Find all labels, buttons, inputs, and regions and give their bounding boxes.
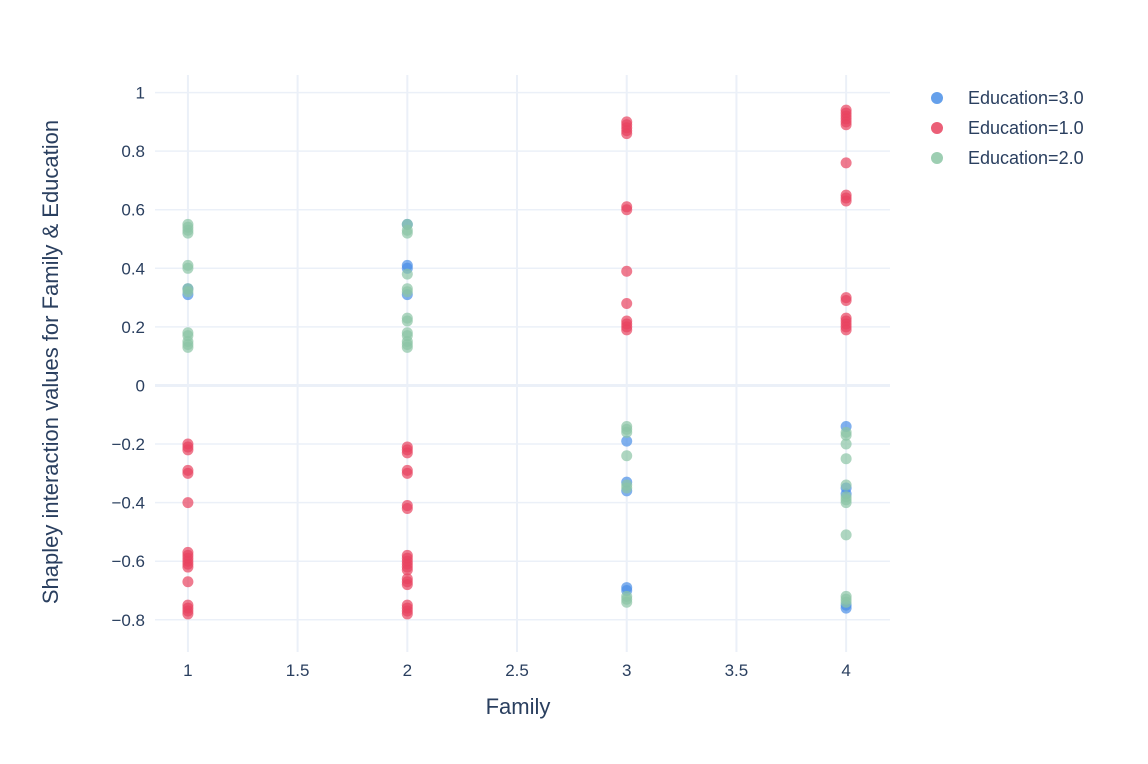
y-tick-label: 0 — [136, 376, 145, 395]
data-point[interactable] — [840, 497, 852, 509]
x-tick-label: 1 — [183, 661, 192, 680]
legend-item[interactable]: Education=2.0 — [931, 148, 1084, 168]
data-point[interactable] — [840, 429, 852, 441]
data-point[interactable] — [840, 157, 852, 169]
data-point[interactable] — [401, 564, 413, 576]
data-point[interactable] — [182, 341, 194, 353]
x-tick-label: 4 — [841, 661, 850, 680]
data-point[interactable] — [182, 497, 194, 509]
y-tick-label: 0.8 — [121, 142, 145, 161]
data-point[interactable] — [621, 128, 633, 140]
y-tick-label: 1 — [136, 84, 145, 103]
data-point[interactable] — [840, 438, 852, 450]
y-axis-title: Shapley interaction values for Family & … — [38, 120, 63, 604]
data-point[interactable] — [182, 262, 194, 274]
data-point[interactable] — [182, 608, 194, 620]
x-axis-ticks: 1 1.5 2 2.5 3 3.5 4 — [183, 661, 851, 680]
data-point[interactable] — [621, 596, 633, 608]
data-points — [182, 104, 852, 620]
y-tick-label: −0.2 — [111, 435, 145, 454]
legend-label: Education=2.0 — [968, 148, 1084, 168]
data-point[interactable] — [621, 435, 633, 447]
grid — [155, 75, 890, 652]
legend[interactable]: Education=3.0 Education=1.0 Education=2.0 — [931, 88, 1084, 168]
data-point[interactable] — [401, 608, 413, 620]
x-tick-label: 1.5 — [286, 661, 310, 680]
legend-marker — [931, 92, 943, 104]
data-point[interactable] — [621, 324, 633, 336]
data-point[interactable] — [401, 579, 413, 591]
data-point[interactable] — [840, 195, 852, 207]
x-tick-label: 3 — [622, 661, 631, 680]
data-point[interactable] — [840, 596, 852, 608]
data-point[interactable] — [621, 265, 633, 277]
series-2 — [182, 104, 852, 620]
legend-item[interactable]: Education=3.0 — [931, 88, 1084, 108]
data-point[interactable] — [401, 268, 413, 280]
data-point[interactable] — [621, 297, 633, 309]
data-point[interactable] — [401, 447, 413, 459]
data-point[interactable] — [182, 467, 194, 479]
y-tick-label: −0.6 — [111, 552, 145, 571]
data-point[interactable] — [621, 204, 633, 216]
legend-label: Education=1.0 — [968, 118, 1084, 138]
x-tick-label: 2.5 — [505, 661, 529, 680]
data-point[interactable] — [840, 529, 852, 541]
data-point[interactable] — [840, 295, 852, 307]
data-point[interactable] — [182, 286, 194, 298]
y-tick-label: −0.4 — [111, 494, 145, 513]
data-point[interactable] — [401, 286, 413, 298]
legend-item[interactable]: Education=1.0 — [931, 118, 1084, 138]
data-point[interactable] — [840, 453, 852, 465]
data-point[interactable] — [621, 482, 633, 494]
data-point[interactable] — [840, 119, 852, 131]
y-tick-label: 0.4 — [121, 259, 145, 278]
x-tick-label: 3.5 — [725, 661, 749, 680]
data-point[interactable] — [401, 467, 413, 479]
x-axis-title: Family — [486, 694, 551, 719]
data-point[interactable] — [840, 479, 852, 491]
y-tick-label: −0.8 — [111, 611, 145, 630]
data-point[interactable] — [401, 227, 413, 239]
data-point[interactable] — [401, 502, 413, 514]
data-point[interactable] — [401, 341, 413, 353]
data-point[interactable] — [621, 426, 633, 438]
series-3 — [182, 218, 852, 608]
x-tick-label: 2 — [403, 661, 412, 680]
data-point[interactable] — [182, 227, 194, 239]
legend-marker — [931, 122, 943, 134]
legend-marker — [931, 152, 943, 164]
data-point[interactable] — [182, 444, 194, 456]
data-point[interactable] — [182, 576, 194, 588]
data-point[interactable] — [182, 561, 194, 573]
legend-label: Education=3.0 — [968, 88, 1084, 108]
data-point[interactable] — [840, 324, 852, 336]
y-axis-ticks: −0.8 −0.6 −0.4 −0.2 0 0.2 0.4 0.6 0.8 1 — [111, 84, 145, 630]
data-point[interactable] — [621, 450, 633, 462]
y-tick-label: 0.6 — [121, 201, 145, 220]
y-tick-label: 0.2 — [121, 318, 145, 337]
data-point[interactable] — [401, 315, 413, 327]
